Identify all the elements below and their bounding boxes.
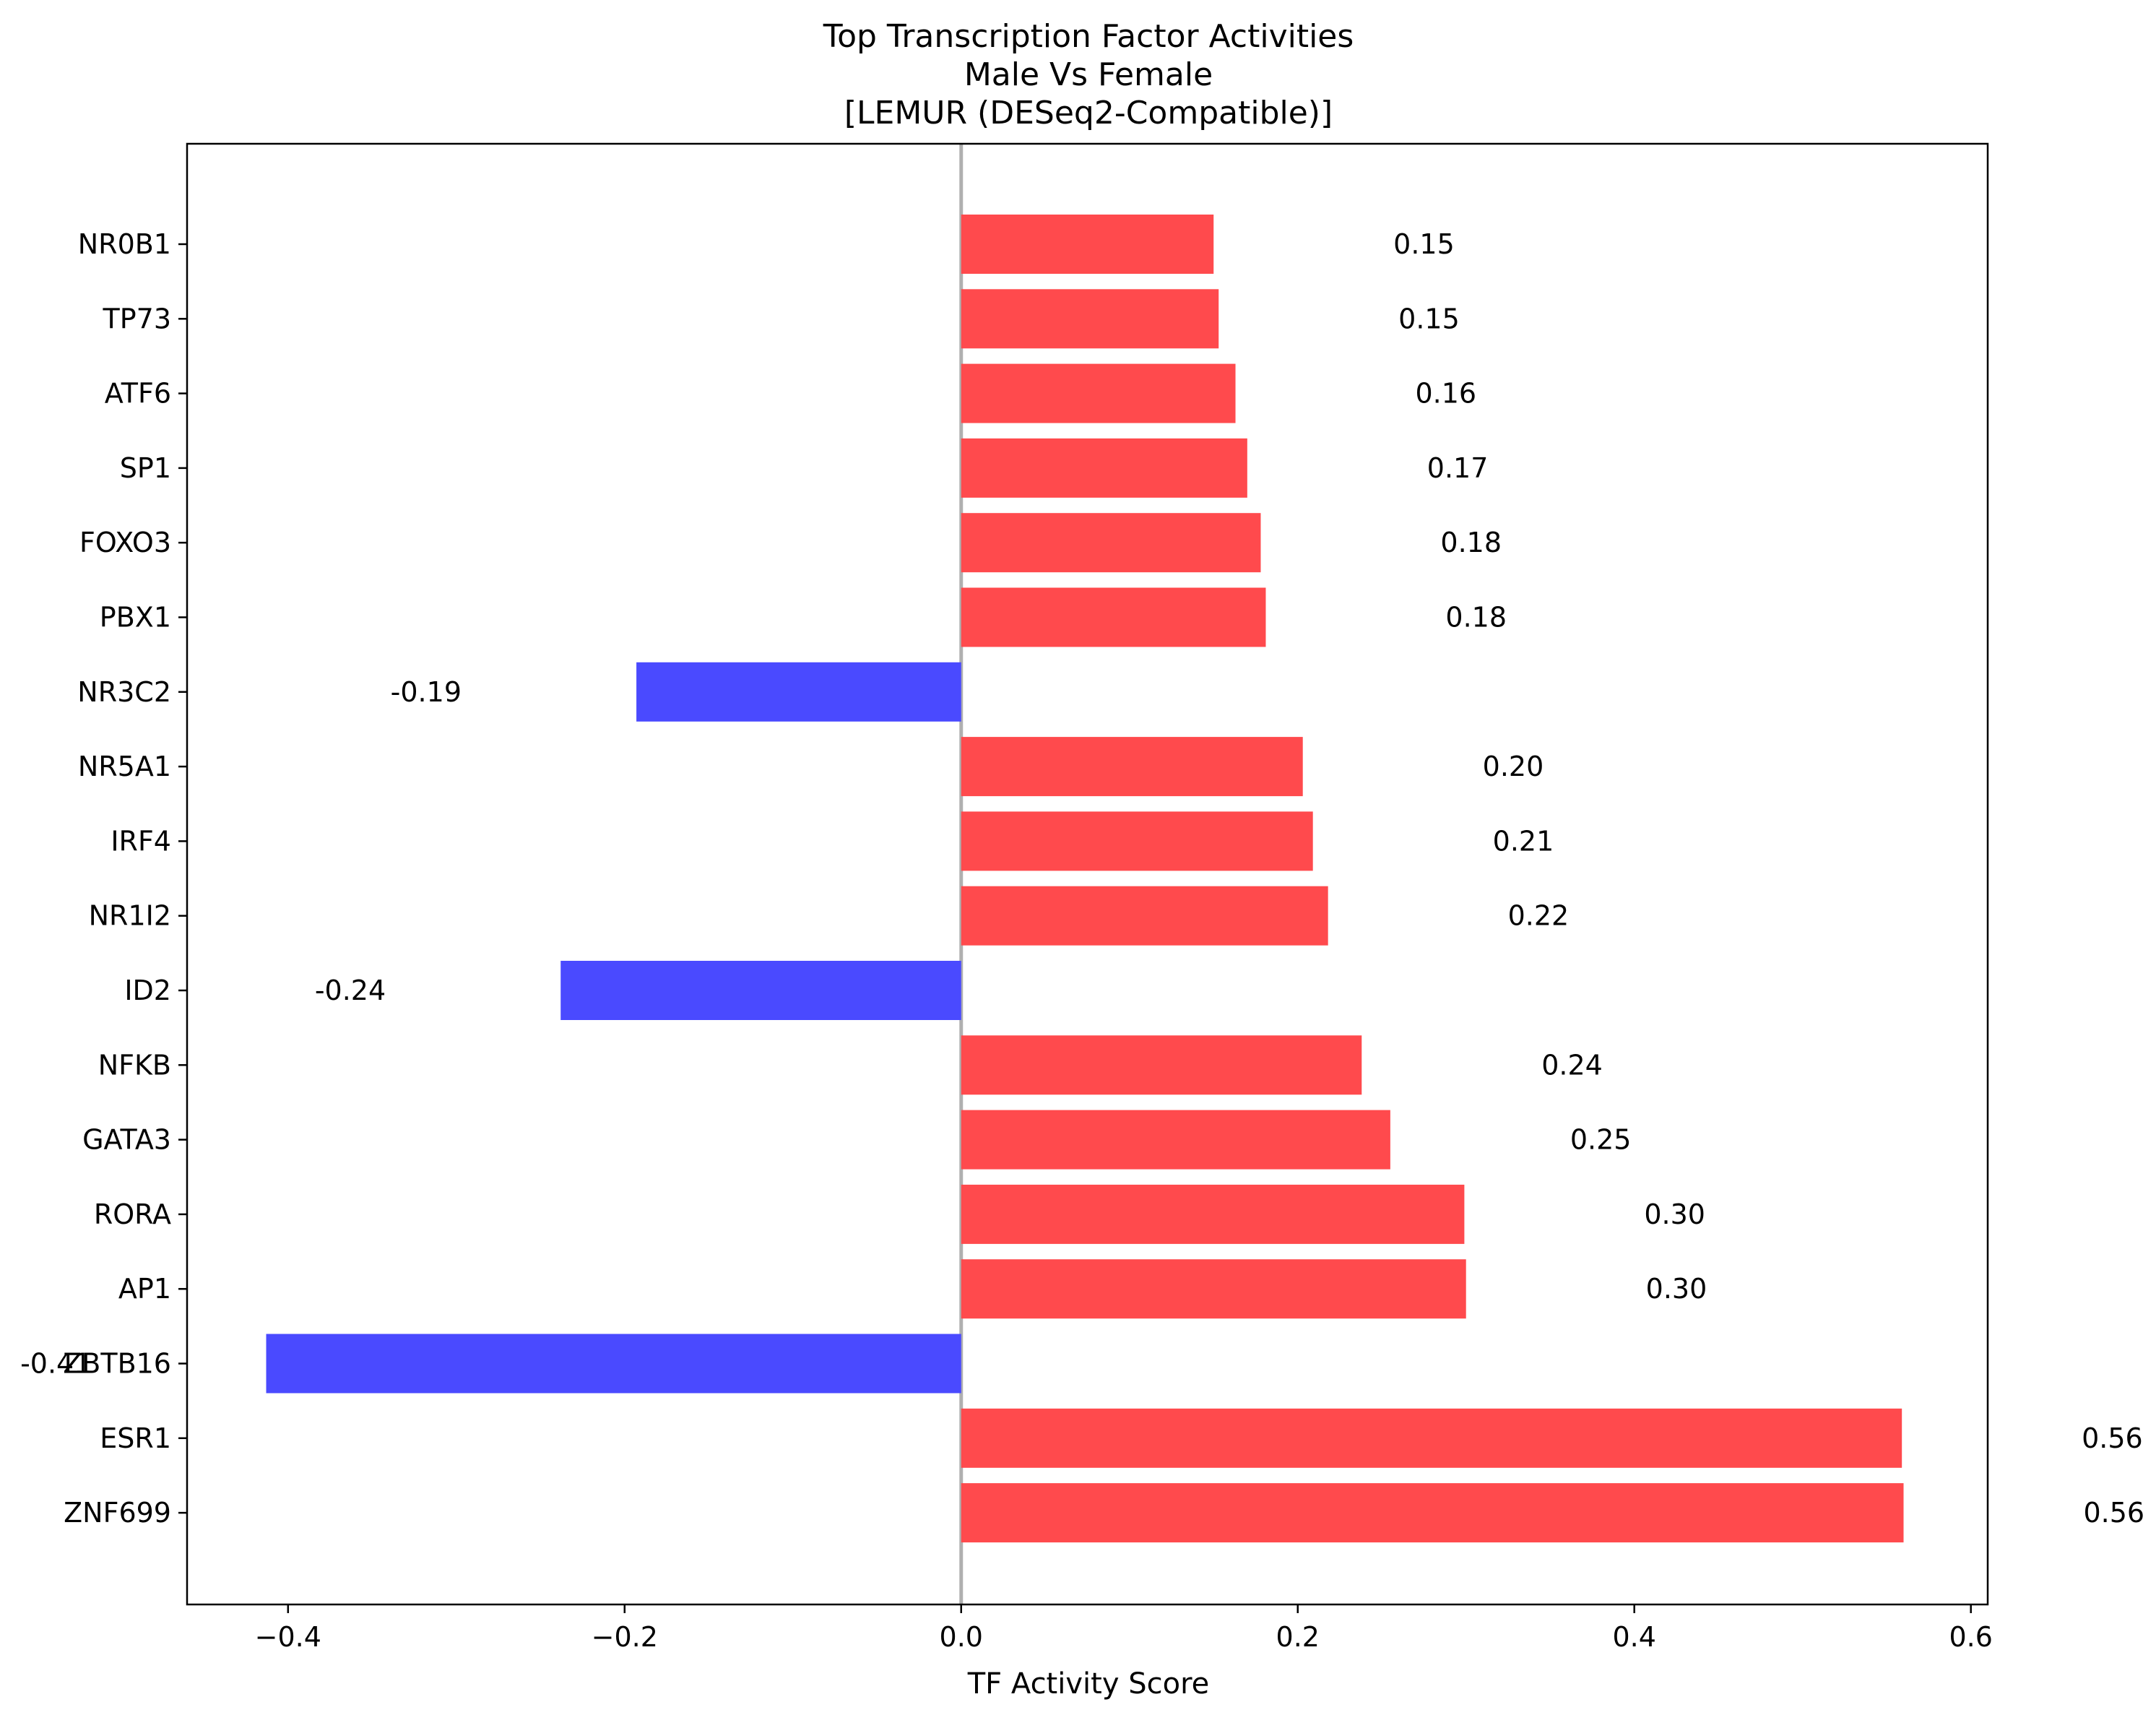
value-label-esr1: 0.56 [2082, 1422, 2143, 1454]
chart-title-line-3: [LEMUR (DESeq2-Compatible)] [844, 95, 1333, 131]
value-label-foxo3: 0.18 [1440, 527, 1502, 558]
bar-pbx1 [961, 587, 1266, 647]
x-tick-label: 0.0 [940, 1621, 983, 1653]
bar-znf699 [961, 1483, 1904, 1543]
bar-nr3c2 [636, 662, 961, 722]
x-tick-label: 0.2 [1276, 1621, 1320, 1653]
y-tick-label-nr5a1: NR5A1 [78, 751, 171, 782]
y-tick-label-rora: RORA [94, 1198, 171, 1230]
value-label-nr1i2: 0.22 [1508, 900, 1570, 932]
bar-nr1i2 [961, 886, 1328, 946]
bar-nr0b1 [961, 215, 1214, 274]
value-label-nr5a1: 0.20 [1483, 751, 1544, 782]
bar-rora [961, 1184, 1465, 1244]
bar-id2 [560, 961, 961, 1020]
value-label-znf699: 0.56 [2083, 1497, 2144, 1529]
bar-nfkb [961, 1035, 1362, 1095]
value-label-zbtb16: -0.41 [20, 1348, 91, 1380]
axes-frame [186, 142, 1989, 1606]
y-tick-label-tp73: TP73 [103, 303, 171, 334]
bar-nr5a1 [961, 737, 1303, 797]
bar-esr1 [961, 1408, 1902, 1468]
bar-zbtb16 [266, 1334, 961, 1394]
y-axis-ticks: NR0B1 TP73 ATF6 SP1 FOXO3 PBX1 NR3C2 NR5A1 IRF4 N… [63, 228, 187, 1529]
value-label-irf4: 0.21 [1493, 825, 1554, 857]
value-label-tp73: 0.15 [1398, 303, 1460, 334]
plot-area: 0.15 0.15 0.16 0.17 0.18 0.18 -0.19 0.20 0.21 0.2… [20, 144, 2144, 1604]
value-label-nfkb: 0.24 [1541, 1049, 1603, 1081]
bar-irf4 [961, 811, 1313, 871]
y-tick-label-atf6: ATF6 [105, 378, 171, 410]
bar-tp73 [961, 289, 1219, 349]
value-label-id2: -0.24 [315, 975, 386, 1006]
y-tick-label-nr1i2: NR1I2 [89, 900, 171, 932]
y-tick-label-ap1: AP1 [118, 1273, 171, 1305]
value-label-nr0b1: 0.15 [1393, 228, 1455, 260]
y-tick-label-pbx1: PBX1 [100, 602, 171, 634]
y-tick-label-esr1: ESR1 [100, 1422, 171, 1454]
value-label-pbx1: 0.18 [1445, 602, 1507, 634]
bar-atf6 [961, 363, 1236, 423]
chart-title-line-1: Top Transcription Factor Activities [823, 18, 1354, 55]
chart-title-line-2: Male Vs Female [964, 56, 1213, 93]
y-tick-label-zbtb16: ZBTB16 [63, 1348, 171, 1380]
y-tick-label-nfkb: NFKB [98, 1049, 171, 1081]
bar-sp1 [961, 438, 1247, 498]
y-tick-label-nr0b1: NR0B1 [78, 228, 171, 260]
value-label-atf6: 0.16 [1415, 378, 1476, 410]
x-tick-label: −0.2 [592, 1621, 658, 1653]
value-label-ap1: 0.30 [1646, 1273, 1707, 1305]
x-axis-ticks: −0.4 −0.2 0.0 0.2 0.4 0.6 [255, 1604, 1993, 1653]
y-tick-label-foxo3: FOXO3 [79, 527, 171, 558]
bar-foxo3 [961, 513, 1261, 573]
bar-gata3 [961, 1110, 1390, 1170]
y-tick-label-znf699: ZNF699 [64, 1497, 171, 1529]
x-tick-label: 0.4 [1613, 1621, 1656, 1653]
y-tick-label-id2: ID2 [124, 975, 171, 1006]
value-label-nr3c2: -0.19 [391, 676, 462, 708]
value-label-sp1: 0.17 [1427, 452, 1489, 484]
value-label-rora: 0.30 [1644, 1198, 1705, 1230]
chart-title: Top Transcription Factor Activities Male… [823, 18, 1354, 131]
x-axis-label: TF Activity Score [967, 1667, 1210, 1701]
x-tick-label: −0.4 [255, 1621, 321, 1653]
bar-ap1 [961, 1259, 1466, 1319]
value-label-gata3: 0.25 [1570, 1124, 1632, 1156]
y-tick-label-irf4: IRF4 [111, 825, 171, 857]
y-tick-label-gata3: GATA3 [82, 1124, 171, 1156]
y-tick-label-nr3c2: NR3C2 [77, 676, 171, 708]
y-tick-label-sp1: SP1 [120, 452, 171, 484]
x-tick-label: 0.6 [1949, 1621, 1992, 1653]
